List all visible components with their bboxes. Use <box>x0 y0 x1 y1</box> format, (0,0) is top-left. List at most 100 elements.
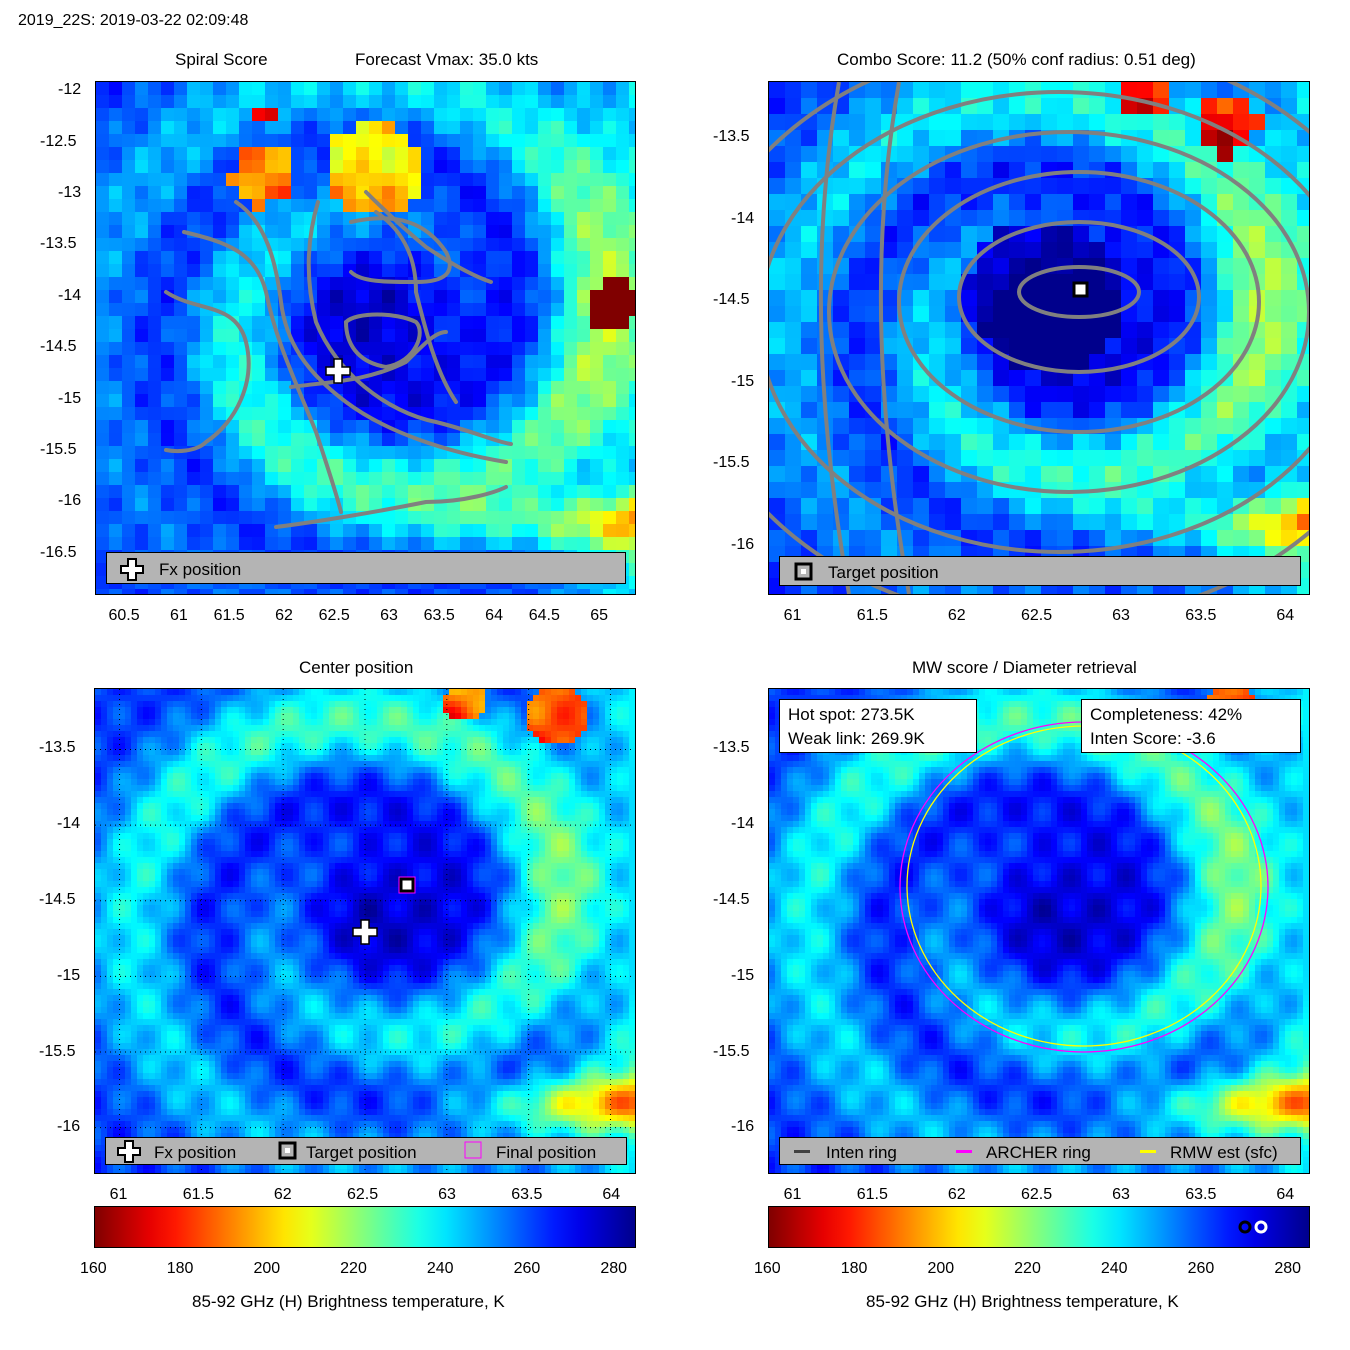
heat-cell <box>200 407 214 421</box>
heat-cell <box>233 773 240 780</box>
heat-cell <box>616 394 630 408</box>
heat-cell <box>629 731 635 738</box>
heat-cell <box>564 160 578 174</box>
heat-cell <box>616 134 630 148</box>
heat-cell <box>239 821 246 828</box>
heat-cell <box>269 731 276 738</box>
heat-cell <box>551 779 558 786</box>
heat-cell <box>329 713 336 720</box>
heat-cell <box>1089 98 1106 115</box>
heat-cell <box>143 773 150 780</box>
heat-cell <box>1281 338 1298 355</box>
heat-cell <box>227 785 234 792</box>
heat-cell <box>203 755 210 762</box>
heat-cell <box>575 755 582 762</box>
heat-cell <box>197 785 204 792</box>
heat-cell <box>215 743 222 750</box>
heat-cell <box>329 737 336 744</box>
heat-cell <box>317 212 331 226</box>
heat-cell <box>443 731 450 738</box>
heat-cell <box>174 537 188 551</box>
heat-cell <box>200 446 214 460</box>
heat-cell <box>849 114 866 131</box>
heat-cell <box>239 773 246 780</box>
heat-cell <box>135 264 149 278</box>
heat-cell <box>515 815 522 822</box>
heat-cell <box>593 797 600 804</box>
heat-cell <box>509 785 516 792</box>
heat-cell <box>467 749 474 756</box>
heat-cell <box>473 779 480 786</box>
heat-cell <box>113 827 120 834</box>
heat-cell <box>629 303 635 317</box>
heat-cell <box>581 701 588 708</box>
heat-cell <box>473 773 480 780</box>
heat-cell <box>1169 82 1186 99</box>
heat-cell <box>455 797 462 804</box>
heat-cell <box>551 303 565 317</box>
heat-cell <box>359 797 366 804</box>
heat-cell <box>525 95 539 109</box>
heat-cell <box>317 485 331 499</box>
heat-cell <box>281 791 288 798</box>
heat-cell <box>545 779 552 786</box>
heat-cell <box>233 725 240 732</box>
heat-cell <box>617 809 624 816</box>
heat-cell <box>577 433 591 447</box>
heat-cell <box>137 779 144 786</box>
heat-cell <box>343 589 357 594</box>
heat-cell <box>533 827 540 834</box>
heat-cell <box>371 719 378 726</box>
heat-cell <box>383 707 390 714</box>
heat-cell <box>161 472 175 486</box>
heat-cell <box>365 797 372 804</box>
x-tick-label: 62.5 <box>318 607 350 624</box>
heat-cell <box>125 713 132 720</box>
heat-cell <box>200 368 214 382</box>
heat-cell <box>1009 146 1026 163</box>
heat-cell <box>311 761 318 768</box>
heat-cell <box>185 809 192 816</box>
heat-cell <box>629 719 635 726</box>
heat-cell <box>603 537 617 551</box>
heat-cell <box>491 791 498 798</box>
heat-cell <box>945 514 962 531</box>
heat-cell <box>311 773 318 780</box>
heat-cell <box>1169 450 1186 467</box>
heat-cell <box>265 212 279 226</box>
heat-cell <box>287 737 294 744</box>
heat-cell <box>161 160 175 174</box>
heat-cell <box>148 277 162 291</box>
heat-cell <box>377 821 384 828</box>
heat-cell <box>174 82 188 96</box>
heat-cell <box>257 755 264 762</box>
heat-cell <box>569 815 576 822</box>
heat-cell <box>187 329 201 343</box>
heat-cell <box>533 755 540 762</box>
heat-cell <box>187 407 201 421</box>
heat-cell <box>167 695 174 702</box>
heat-cell <box>419 827 426 834</box>
heat-cell <box>1025 98 1042 115</box>
heat-cell <box>382 290 396 304</box>
heat-cell <box>599 785 606 792</box>
heat-cell <box>913 418 930 435</box>
heat-cell <box>557 707 564 714</box>
heat-cell <box>545 743 552 750</box>
heat-cell <box>603 394 617 408</box>
heat-cell <box>1153 482 1170 499</box>
heat-cell <box>1057 130 1074 147</box>
heat-cell <box>377 797 384 804</box>
heat-cell <box>1121 514 1138 531</box>
heat-cell <box>269 749 276 756</box>
heat-cell <box>525 277 539 291</box>
heat-cell <box>993 306 1010 323</box>
heat-cell <box>395 342 409 356</box>
heat-cell <box>1233 482 1250 499</box>
heat-cell <box>1153 386 1170 403</box>
heat-cell <box>187 251 201 265</box>
heat-cell <box>383 749 390 756</box>
heat-cell <box>1169 130 1186 147</box>
heat-cell <box>245 827 252 834</box>
heat-cell <box>174 355 188 369</box>
